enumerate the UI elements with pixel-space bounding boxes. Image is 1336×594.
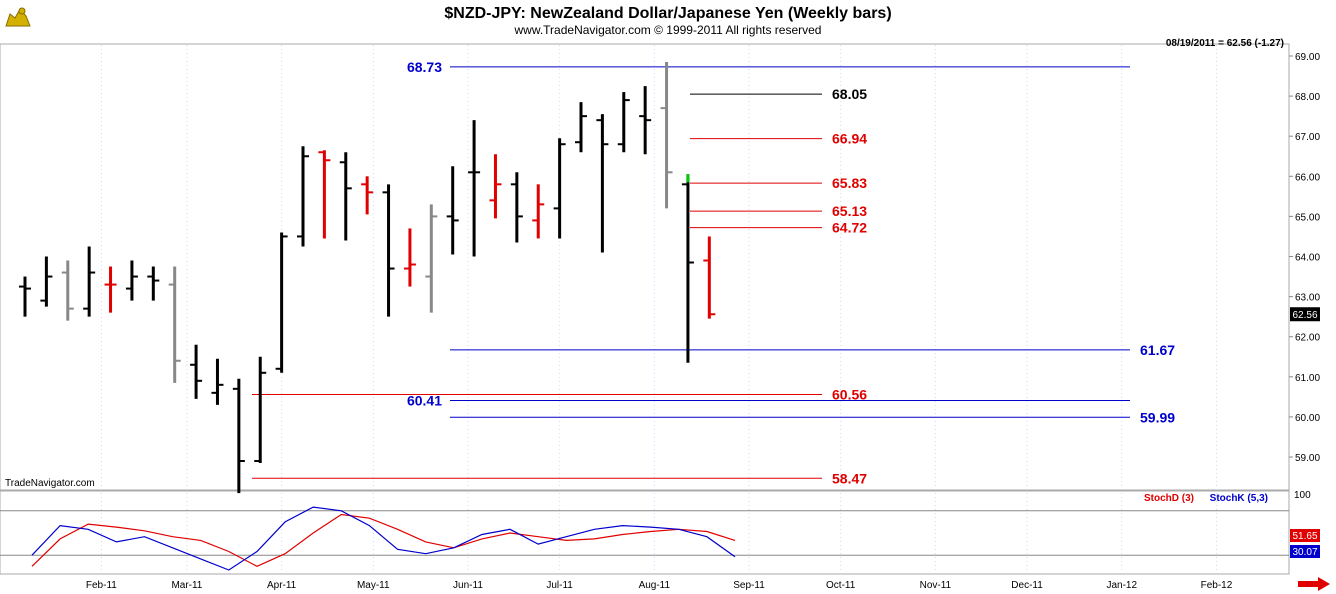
- level-label: 66.94: [832, 131, 867, 147]
- arrow-right-icon[interactable]: [1298, 577, 1330, 591]
- ohlc-bar: [147, 266, 160, 301]
- ohlc-bar: [617, 92, 630, 153]
- date-tick-label: May-11: [357, 580, 390, 591]
- stochastic-panel: [0, 506, 1289, 571]
- level-label: 65.13: [832, 203, 867, 219]
- price-tick-label: 59.00: [1295, 453, 1320, 464]
- date-tick-label: Oct-11: [826, 580, 856, 591]
- price-tick-label: 63.00: [1295, 293, 1320, 304]
- level-label: 60.56: [832, 386, 867, 402]
- ohlc-bar: [361, 176, 374, 215]
- ohlc-bar: [403, 228, 416, 287]
- grid: [100, 45, 1217, 573]
- ohlc-bar: [468, 120, 481, 257]
- level-label: 68.73: [407, 59, 442, 75]
- date-tick-label: Feb-11: [86, 580, 117, 591]
- date-tick-label: Feb-12: [1201, 580, 1233, 591]
- price-tick-label: 66.00: [1295, 172, 1320, 183]
- price-tick-label: 64.00: [1295, 253, 1320, 264]
- date-tick-label: Nov-11: [920, 580, 952, 591]
- price-tick-label: 61.00: [1295, 373, 1320, 384]
- chart-title: $NZD-JPY: NewZealand Dollar/Japanese Yen…: [444, 5, 891, 22]
- stochastic-panel-border: [0, 490, 1290, 575]
- price-tick-label: 65.00: [1295, 212, 1320, 223]
- ohlc-bar: [489, 154, 502, 219]
- date-tick-label: Dec-11: [1011, 580, 1043, 591]
- stochastic-tick-100: 100: [1294, 490, 1311, 501]
- ohlc-bar: [19, 276, 31, 317]
- ohlc-bar: [40, 256, 53, 307]
- price-tick-label: 60.00: [1295, 413, 1320, 424]
- date-tick-label: Jul-11: [546, 580, 573, 591]
- ohlc-bar: [211, 358, 224, 405]
- ohlc-bar: [254, 356, 267, 464]
- ohlc-bar: [297, 146, 310, 247]
- date-tick-label: Mar-11: [171, 580, 202, 591]
- ohlc-bar: [703, 236, 716, 319]
- price-axis: 69.00 68.00 67.00 66.00 65.00 64.00 63.00 62.00…: [1289, 52, 1320, 464]
- level-label: 58.47: [832, 470, 867, 486]
- level-label: 61.67: [1140, 342, 1175, 358]
- ohlc-bar: [575, 102, 588, 153]
- price-tick-label: 68.00: [1295, 92, 1320, 103]
- level-label: 59.99: [1140, 409, 1175, 425]
- stoch-k-last: 30.07: [1290, 545, 1320, 558]
- ohlc-bar: [553, 138, 566, 239]
- level-label: 60.41: [407, 392, 442, 408]
- stoch-d-last: 51.65: [1290, 529, 1320, 542]
- ohlc-bar: [382, 184, 395, 317]
- legend-stoch-k: StochK (5,3): [1210, 493, 1268, 504]
- ohlc-bar: [446, 166, 459, 255]
- logo-icon: [4, 4, 32, 32]
- ohlc-bar: [275, 232, 288, 373]
- level-label: 68.05: [832, 86, 867, 102]
- ohlc-bar: [596, 114, 609, 253]
- level-label: 64.72: [832, 220, 867, 236]
- ohlc-bars: [19, 62, 716, 494]
- chart-subtitle: www.TradeNavigator.com © 1999-2011 All r…: [514, 23, 822, 37]
- stoch-k-last-label: 30.07: [1292, 547, 1317, 558]
- level-label: 65.83: [832, 175, 867, 191]
- ohlc-bar: [125, 260, 138, 301]
- ohlc-bar: [425, 204, 438, 313]
- watermark: TradeNavigator.com: [5, 478, 95, 489]
- legend-stoch-d: StochD (3): [1144, 493, 1194, 504]
- date-axis: Feb-11 Mar-11 Apr-11 May-11 Jun-11 Jul-11 Aug-…: [86, 580, 1233, 591]
- price-tick-label: 69.00: [1295, 52, 1320, 63]
- last-quote: 08/19/2011 = 62.56 (-1.27): [1166, 38, 1284, 49]
- last-price-label: 62.56: [1292, 310, 1317, 321]
- last-price-marker: 62.56: [1290, 307, 1320, 322]
- ohlc-bar: [61, 260, 74, 321]
- ohlc-bar: [681, 174, 694, 363]
- price-tick-label: 62.00: [1295, 333, 1320, 344]
- ohlc-bar: [339, 152, 352, 241]
- ohlc-bar: [232, 378, 245, 494]
- ohlc-bar: [168, 266, 181, 383]
- stoch-series-0: [31, 513, 736, 567]
- ohlc-bar: [104, 266, 117, 313]
- date-tick-label: Apr-11: [267, 580, 297, 591]
- date-tick-label: Sep-11: [733, 580, 765, 591]
- ohlc-bar: [83, 246, 96, 317]
- price-panel-border: [0, 43, 1290, 491]
- price-tick-label: 67.00: [1295, 132, 1320, 143]
- date-tick-label: Aug-11: [639, 580, 671, 591]
- date-tick-label: Jan-12: [1106, 580, 1137, 591]
- date-tick-label: Jun-11: [453, 580, 483, 591]
- ohlc-bar: [639, 86, 652, 155]
- ohlc-bar: [660, 62, 673, 209]
- ohlc-bar: [510, 172, 523, 243]
- ohlc-bar: [532, 184, 545, 239]
- ohlc-bar: [318, 150, 331, 239]
- stoch-series-1: [31, 506, 736, 571]
- ohlc-bar: [190, 344, 203, 399]
- stoch-d-last-label: 51.65: [1292, 531, 1317, 542]
